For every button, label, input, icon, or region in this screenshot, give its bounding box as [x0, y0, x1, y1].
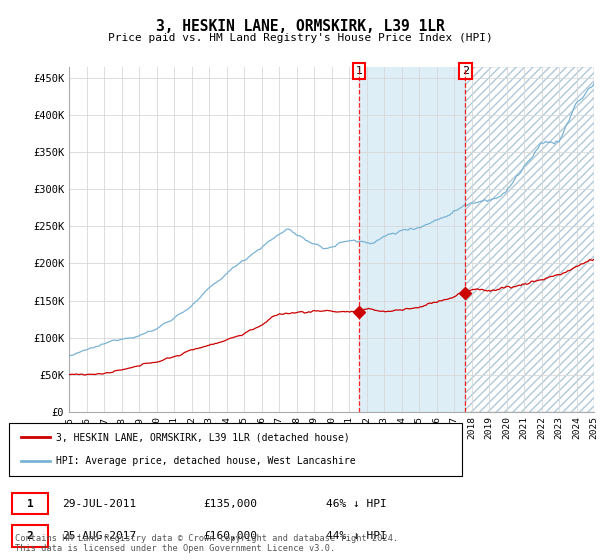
FancyBboxPatch shape — [12, 525, 49, 547]
Text: Contains HM Land Registry data © Crown copyright and database right 2024.
This d: Contains HM Land Registry data © Crown c… — [15, 534, 398, 553]
Text: 2: 2 — [27, 531, 34, 541]
Text: 1: 1 — [27, 498, 34, 508]
Bar — [466, 67, 594, 412]
Bar — [359, 67, 466, 412]
Text: £135,000: £135,000 — [203, 498, 257, 508]
Text: Price paid vs. HM Land Registry's House Price Index (HPI): Price paid vs. HM Land Registry's House … — [107, 33, 493, 43]
Text: 3, HESKIN LANE, ORMSKIRK, L39 1LR: 3, HESKIN LANE, ORMSKIRK, L39 1LR — [155, 20, 445, 34]
FancyBboxPatch shape — [9, 423, 462, 476]
Text: HPI: Average price, detached house, West Lancashire: HPI: Average price, detached house, West… — [56, 456, 356, 466]
FancyBboxPatch shape — [12, 493, 49, 514]
Text: 1: 1 — [355, 66, 362, 76]
Text: 2: 2 — [462, 66, 469, 76]
Text: 29-JUL-2011: 29-JUL-2011 — [62, 498, 136, 508]
Text: 3, HESKIN LANE, ORMSKIRK, L39 1LR (detached house): 3, HESKIN LANE, ORMSKIRK, L39 1LR (detac… — [56, 432, 350, 442]
Text: 46% ↓ HPI: 46% ↓ HPI — [326, 498, 387, 508]
Text: 25-AUG-2017: 25-AUG-2017 — [62, 531, 136, 541]
Text: £160,000: £160,000 — [203, 531, 257, 541]
Bar — [466, 67, 594, 412]
Text: 44% ↓ HPI: 44% ↓ HPI — [326, 531, 387, 541]
